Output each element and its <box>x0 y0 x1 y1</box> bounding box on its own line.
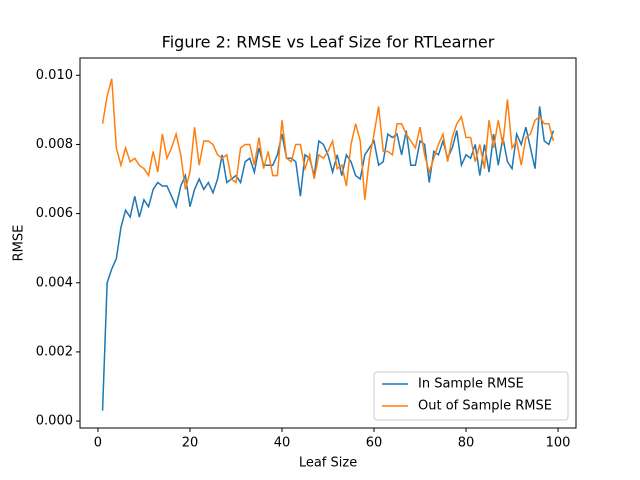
x-tick-label: 40 <box>274 436 291 451</box>
y-tick-label: 0.004 <box>36 275 73 290</box>
x-tick-label: 80 <box>458 436 475 451</box>
y-tick-label: 0.006 <box>36 206 73 221</box>
y-tick-label: 0.010 <box>36 68 73 83</box>
legend-label: In Sample RMSE <box>418 377 524 392</box>
legend-label: Out of Sample RMSE <box>418 399 552 414</box>
y-tick-label: 0.008 <box>36 137 73 152</box>
x-tick-label: 100 <box>546 436 571 451</box>
series-line <box>101 78 555 200</box>
x-tick-label: 20 <box>182 436 199 451</box>
series-line <box>101 106 555 411</box>
x-axis-label: Leaf Size <box>299 456 357 471</box>
chart-title: Figure 2: RMSE vs Leaf Size for RTLearne… <box>162 33 495 52</box>
x-tick-label: 60 <box>366 436 383 451</box>
plot-frame <box>79 57 577 429</box>
x-tick-label: 0 <box>94 436 102 451</box>
y-axis-label: RMSE <box>12 225 27 262</box>
legend-box <box>373 371 569 421</box>
y-tick-label: 0.002 <box>36 344 73 359</box>
y-tick-label: 0.000 <box>36 414 73 429</box>
